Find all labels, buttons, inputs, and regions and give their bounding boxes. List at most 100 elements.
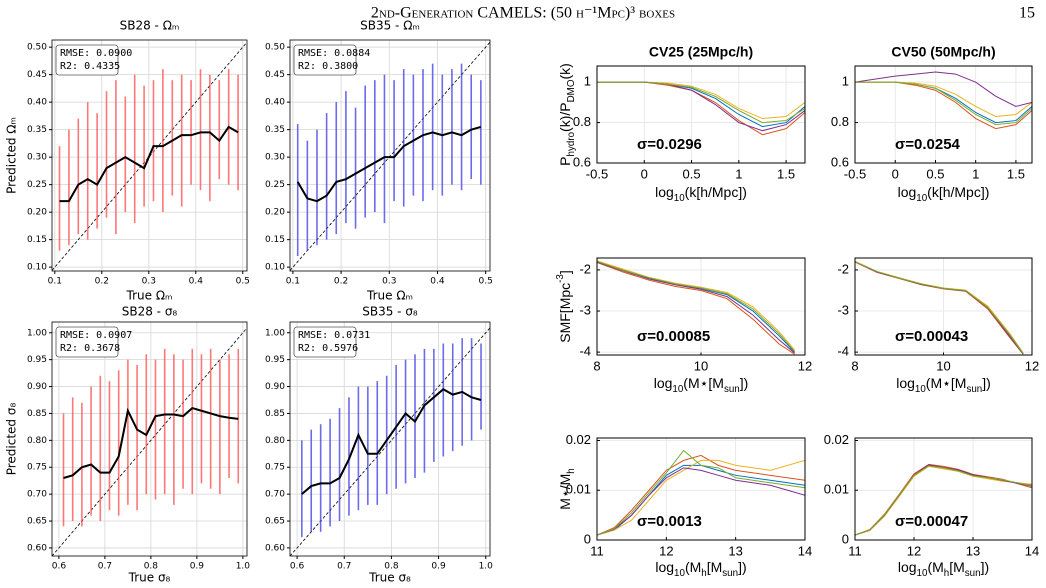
identity-line	[52, 327, 247, 556]
annotation: σ=0.00085	[637, 328, 710, 345]
annotation: σ=0.0254	[895, 136, 961, 153]
y-tick-label: 0.75	[27, 463, 47, 473]
y-tick-label: 0.10	[27, 263, 47, 273]
annotation: R2: 0.5976	[298, 343, 358, 354]
label-part: sun	[965, 568, 981, 579]
y-tick-label: 0.50	[265, 43, 285, 53]
y-tick-label: 0.25	[27, 180, 47, 190]
x-tick-label: 0.5	[236, 277, 250, 287]
annotation: RMSE: 0.0907	[60, 330, 132, 341]
label-part: sun	[722, 568, 738, 579]
plot-area	[52, 41, 247, 271]
y-tick-label: 0.10	[265, 263, 285, 273]
label-part: log	[898, 184, 917, 200]
axes-frame	[854, 65, 1033, 164]
plot-area	[855, 260, 1024, 355]
chart-title: CV50 (50Mpc/h)	[891, 44, 995, 60]
label-part: log	[655, 184, 674, 200]
annotation: RMSE: 0.0731	[298, 330, 370, 341]
y-axis-label: SMF[Mpc-3]	[555, 270, 573, 343]
x-axis-label: True Ωₘ	[126, 289, 173, 303]
plot-area	[290, 41, 490, 271]
x-tick-label: 0.1	[286, 277, 300, 287]
label-part: log	[896, 375, 915, 391]
y-tick-label: -3	[837, 302, 849, 317]
x-tick-label: 1.5	[1007, 166, 1025, 181]
y-tick-label: -4	[579, 344, 591, 359]
x-axis-label: log10(k[h/Mpc])	[898, 184, 990, 204]
y-tick-label: 0.15	[27, 235, 47, 245]
annotation-box	[293, 44, 357, 76]
label-part: h	[566, 468, 577, 473]
y-axis-label: Predicted σ₈	[5, 403, 19, 476]
x-tick-label: 0.8	[144, 562, 159, 572]
y-tick-label: 0.70	[265, 490, 285, 500]
y-tick-label: 0.90	[265, 382, 285, 392]
x-tick-label: 0.5	[683, 166, 701, 181]
x-tick-label: 14	[798, 543, 812, 558]
x-tick-label: 11	[590, 543, 604, 558]
label-part: (k)	[557, 63, 573, 79]
label-part: M⋆/M	[557, 474, 573, 510]
label-part: ])	[982, 375, 991, 391]
x-tick-label: 0.3	[142, 277, 156, 287]
y-tick-label: 0.85	[27, 409, 47, 419]
x-tick-label: 10	[936, 358, 950, 373]
axes-frame	[289, 39, 491, 272]
x-axis-label: log10(Mh[Msun])	[655, 559, 746, 579]
x-tick-label: 0.8	[384, 562, 399, 572]
chart-title: CV25 (25Mpc/h)	[649, 44, 753, 60]
chart-panel: 11 12 13 1400.010.02log10(Mh[Msun])M⋆/Mhσ=0…	[557, 432, 813, 579]
y-tick-label: 0.20	[265, 208, 285, 218]
x-tick-label: -0.5	[844, 166, 866, 181]
chart-title: SB28 - σ₈	[122, 305, 178, 319]
x-tick-label: 0.7	[98, 562, 112, 572]
x-tick-label: 12	[907, 543, 921, 558]
label-part: log	[655, 559, 674, 575]
label-part: P	[557, 156, 573, 165]
y-axis-label: Predicted Ωₘ	[5, 117, 19, 194]
y-tick-label: 0.20	[27, 208, 47, 218]
chart-panel: 0.6 0.7 0.8 0.9 1.0 0.60 0.65 0.70 0.75 0.80 0.85 0…	[265, 305, 493, 585]
chart-panel: 8 10 12-4-3-2log10(M⋆[Msun])SMF[Mpc-3]σ=0.…	[555, 257, 812, 395]
label-part: log	[654, 375, 673, 391]
y-tick-label: 0.8	[573, 114, 591, 129]
annotation: RMSE: 0.0900	[60, 48, 132, 59]
data-line	[855, 81, 1032, 126]
y-tick-label: 0.45	[265, 70, 285, 80]
x-tick-label: 13	[966, 543, 980, 558]
chart-panel: 0.6 0.7 0.8 0.9 1.0 0.60 0.65 0.70 0.75 0.80 0.85 0…	[5, 305, 251, 585]
x-tick-label: 0.7	[337, 562, 351, 572]
x-tick-label: 0	[892, 166, 899, 181]
y-tick-label: 0.15	[265, 235, 285, 245]
y-tick-label: 0.95	[265, 355, 285, 365]
label-part: -3	[555, 274, 566, 283]
x-tick-label: 12	[798, 358, 812, 373]
x-tick-label: 0.9	[190, 562, 205, 572]
label-part: (k[h/Mpc])	[927, 184, 989, 200]
y-tick-label: 0.40	[265, 98, 285, 108]
x-tick-label: 10	[694, 358, 708, 373]
data-line	[597, 459, 805, 536]
x-tick-label: 0.3	[382, 277, 396, 287]
y-tick-label: 0.60	[27, 543, 47, 553]
annotation: RMSE: 0.0884	[298, 48, 370, 59]
y-tick-label: 0	[842, 531, 849, 546]
chart-title: SB35 - Ωₘ	[360, 19, 420, 33]
plot-area	[290, 327, 490, 556]
label-part: 10	[917, 568, 928, 579]
data-line	[597, 81, 805, 124]
annotation: σ=0.00047	[895, 513, 968, 530]
y-tick-label: 0.80	[27, 436, 47, 446]
label-part: h	[944, 568, 949, 579]
y-tick-label: 0.45	[27, 70, 47, 80]
x-tick-label: 0.4	[189, 277, 204, 287]
label-part: sun	[724, 384, 740, 395]
x-tick-label: 13	[728, 543, 742, 558]
x-tick-label: 1	[972, 166, 979, 181]
data-line	[597, 81, 805, 120]
x-tick-label: 0.5	[478, 277, 492, 287]
axes-frame	[51, 321, 248, 557]
y-tick-label: -3	[579, 302, 591, 317]
